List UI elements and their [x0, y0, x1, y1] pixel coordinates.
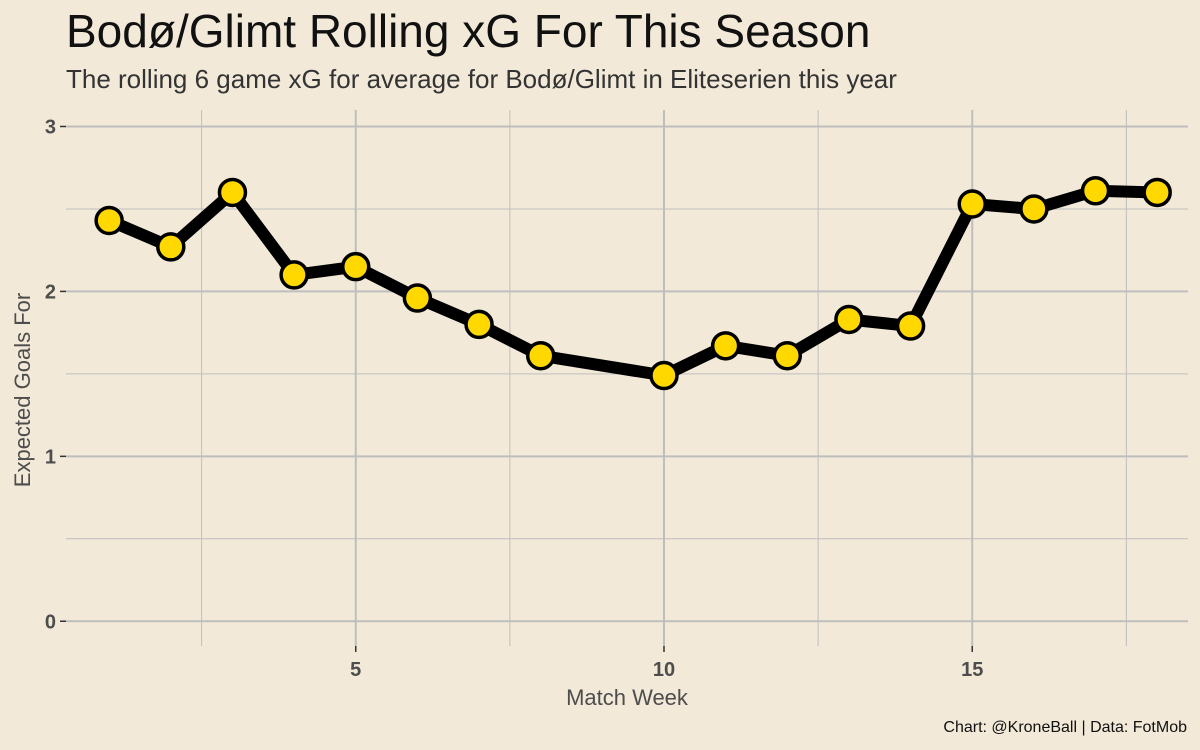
x-tick-label: 5 — [350, 659, 361, 681]
chart-title: Bodø/Glimt Rolling xG For This Season — [66, 5, 871, 57]
data-point — [340, 251, 371, 282]
data-point — [1019, 194, 1049, 224]
x-tick-label: 10 — [653, 659, 675, 681]
data-point — [217, 177, 248, 208]
y-tick-label: 0 — [45, 611, 56, 633]
data-point — [895, 311, 926, 341]
data-point — [957, 189, 987, 219]
y-tick-label: 2 — [45, 281, 56, 303]
series-points-layer — [94, 176, 1172, 391]
y-tick-label: 3 — [45, 116, 56, 138]
chart-subtitle: The rolling 6 game xG for average for Bo… — [66, 64, 897, 94]
series-line — [103, 184, 1164, 382]
data-point — [464, 309, 494, 340]
data-point — [772, 340, 803, 371]
data-point — [94, 205, 124, 236]
y-tick-label: 1 — [45, 446, 56, 468]
data-point — [525, 340, 556, 371]
data-point — [710, 331, 741, 361]
x-tick-label: 15 — [961, 659, 983, 681]
data-point — [156, 232, 186, 262]
series-line-layer — [103, 184, 1164, 382]
data-point — [1142, 177, 1172, 208]
chart-caption: Chart: @KroneBall | Data: FotMob — [943, 719, 1187, 736]
data-point — [649, 360, 679, 391]
x-axis-title: Match Week — [566, 685, 689, 710]
y-axis-title: Expected Goals For — [10, 293, 35, 487]
axes: Match Week Expected Goals For 5 10 15 0 1 2 3 — [10, 116, 983, 710]
data-point — [402, 283, 433, 313]
data-point — [1080, 176, 1111, 206]
data-point — [279, 260, 309, 290]
data-point — [834, 304, 864, 335]
